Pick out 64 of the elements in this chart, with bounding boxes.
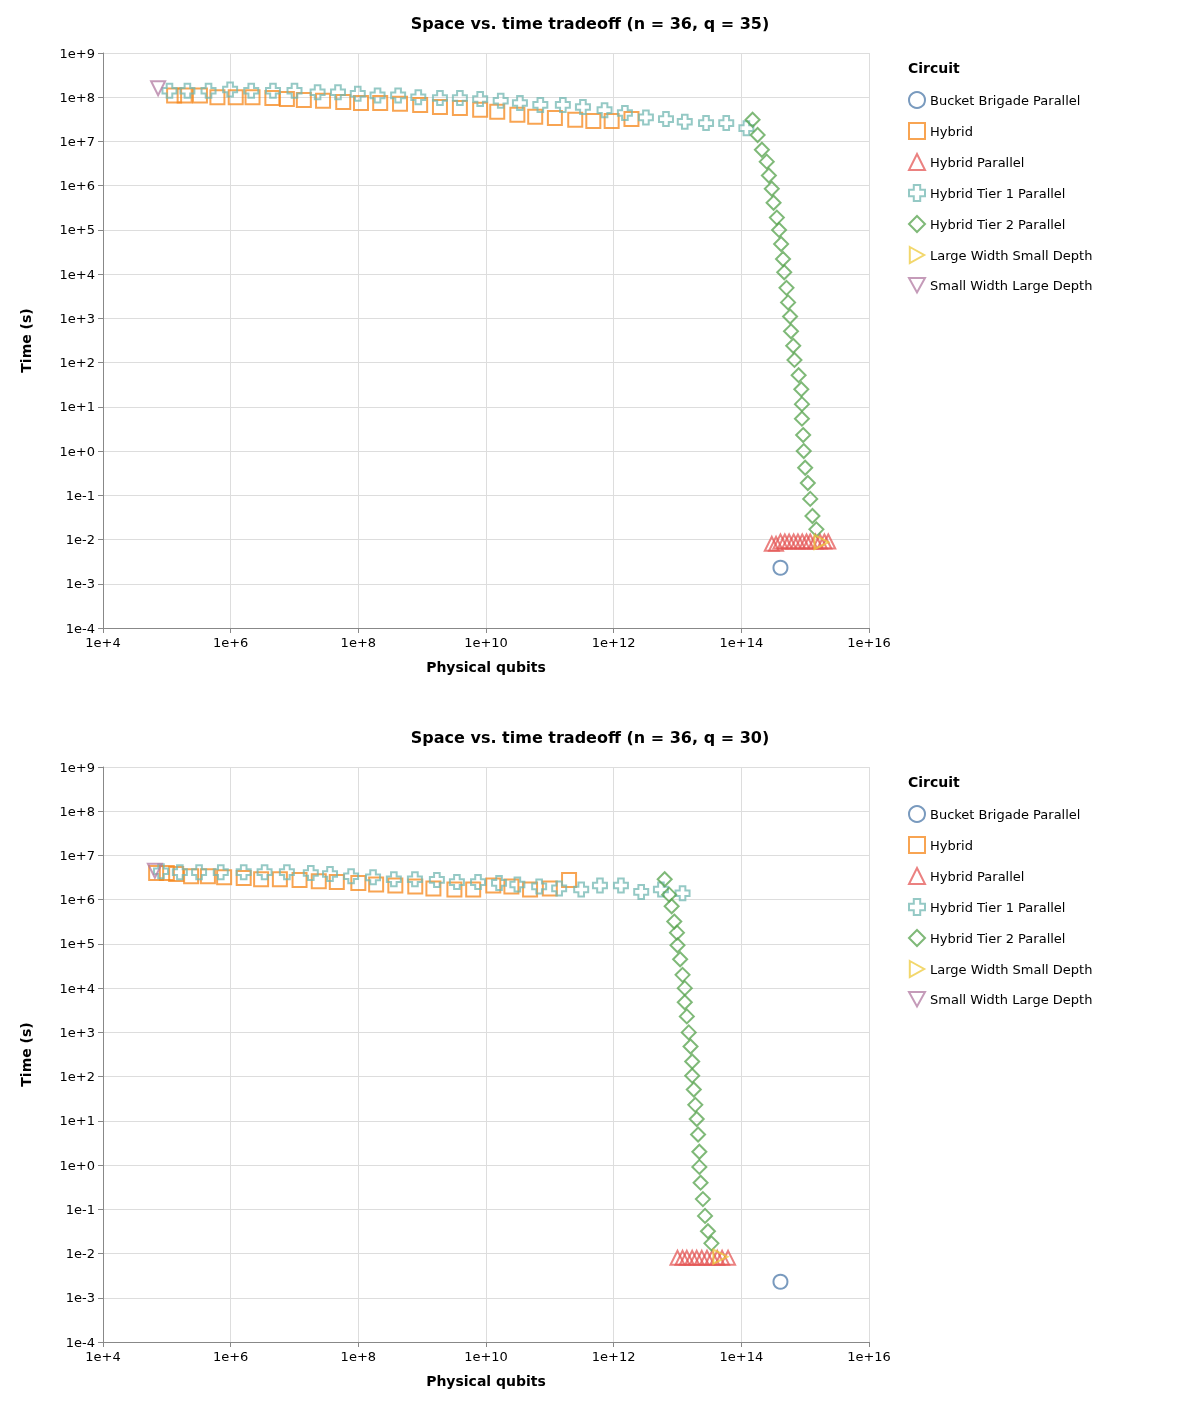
chart-title: Space vs. time tradeoff (n = 36, q = 35) <box>410 13 770 33</box>
y-tick-label: 1e-4 <box>65 1334 95 1350</box>
y-tick-label: 1e+5 <box>59 936 95 952</box>
x-tick-label: 1e+4 <box>85 1349 121 1364</box>
x-tick-label: 1e+4 <box>85 635 121 650</box>
y-tick-label: 1e+6 <box>59 892 95 908</box>
legend-label: Hybrid Tier 2 Parallel <box>930 216 1066 232</box>
x-tick-label: 1e+6 <box>212 635 249 650</box>
y-axis-title: Time (s) <box>18 1022 34 1087</box>
y-tick-label: 1e+9 <box>59 759 95 775</box>
y-tick-label: 1e+1 <box>59 1113 95 1129</box>
y-tick-label: 1e+5 <box>59 222 95 238</box>
y-tick-label: 1e-4 <box>65 620 95 636</box>
x-tick-label: 1e+8 <box>340 635 377 650</box>
y-tick-label: 1e+3 <box>59 310 95 326</box>
legend-label: Hybrid Tier 1 Parallel <box>930 185 1066 201</box>
legend-label: Hybrid <box>930 123 973 139</box>
legend-label: Large Width Small Depth <box>930 961 1093 977</box>
y-tick-label: 1e+2 <box>59 355 95 371</box>
y-tick-label: 1e-2 <box>65 532 95 548</box>
y-axis-title: Time (s) <box>18 308 34 373</box>
legend-label: Hybrid Parallel <box>930 154 1025 170</box>
legend-label: Hybrid Tier 2 Parallel <box>930 930 1066 946</box>
x-axis-title: Physical qubits <box>426 1373 546 1389</box>
x-tick-label: 1e+10 <box>464 1349 508 1364</box>
y-tick-label: 1e+7 <box>59 847 95 863</box>
x-tick-label: 1e+16 <box>847 1349 891 1364</box>
y-tick-label: 1e-1 <box>65 487 95 503</box>
y-tick-label: 1e-3 <box>65 1290 95 1306</box>
y-tick-label: 1e+3 <box>59 1024 95 1040</box>
legend-label: Hybrid <box>930 837 973 853</box>
y-tick-label: 1e-2 <box>65 1246 95 1262</box>
x-tick-label: 1e+8 <box>340 1349 377 1364</box>
x-tick-label: 1e+16 <box>847 635 891 650</box>
y-tick-label: 1e+9 <box>59 45 95 61</box>
y-tick-label: 1e-3 <box>65 576 95 592</box>
legend-title: Circuit <box>908 60 961 76</box>
x-tick-label: 1e+14 <box>719 1349 764 1364</box>
y-tick-label: 1e+8 <box>59 803 95 819</box>
legend-label: Small Width Large Depth <box>930 277 1093 293</box>
y-tick-label: 1e+4 <box>59 980 95 996</box>
x-tick-label: 1e+12 <box>591 1349 636 1364</box>
legend-label: Hybrid Tier 1 Parallel <box>930 899 1066 915</box>
y-tick-label: 1e+8 <box>59 89 95 105</box>
x-axis-title: Physical qubits <box>426 659 546 675</box>
legend-label: Hybrid Parallel <box>930 868 1025 884</box>
x-tick-label: 1e+12 <box>591 635 636 650</box>
y-tick-label: 1e+0 <box>59 1157 95 1173</box>
x-tick-label: 1e+14 <box>719 635 764 650</box>
chart-title: Space vs. time tradeoff (n = 36, q = 30) <box>410 727 770 747</box>
y-tick-label: 1e-1 <box>65 1201 95 1217</box>
y-tick-label: 1e+1 <box>59 399 95 415</box>
y-tick-label: 1e+2 <box>59 1069 95 1085</box>
legend-label: Large Width Small Depth <box>930 247 1093 263</box>
legend-title: Circuit <box>908 774 961 790</box>
legend-label: Bucket Brigade Parallel <box>930 92 1081 108</box>
legend-label: Bucket Brigade Parallel <box>930 806 1081 822</box>
y-tick-label: 1e+0 <box>59 443 95 459</box>
legend-label: Small Width Large Depth <box>930 991 1093 1007</box>
x-tick-label: 1e+10 <box>464 635 508 650</box>
y-tick-label: 1e+4 <box>59 266 95 282</box>
y-tick-label: 1e+6 <box>59 178 95 194</box>
y-tick-label: 1e+7 <box>59 133 95 149</box>
x-tick-label: 1e+6 <box>212 1349 249 1364</box>
